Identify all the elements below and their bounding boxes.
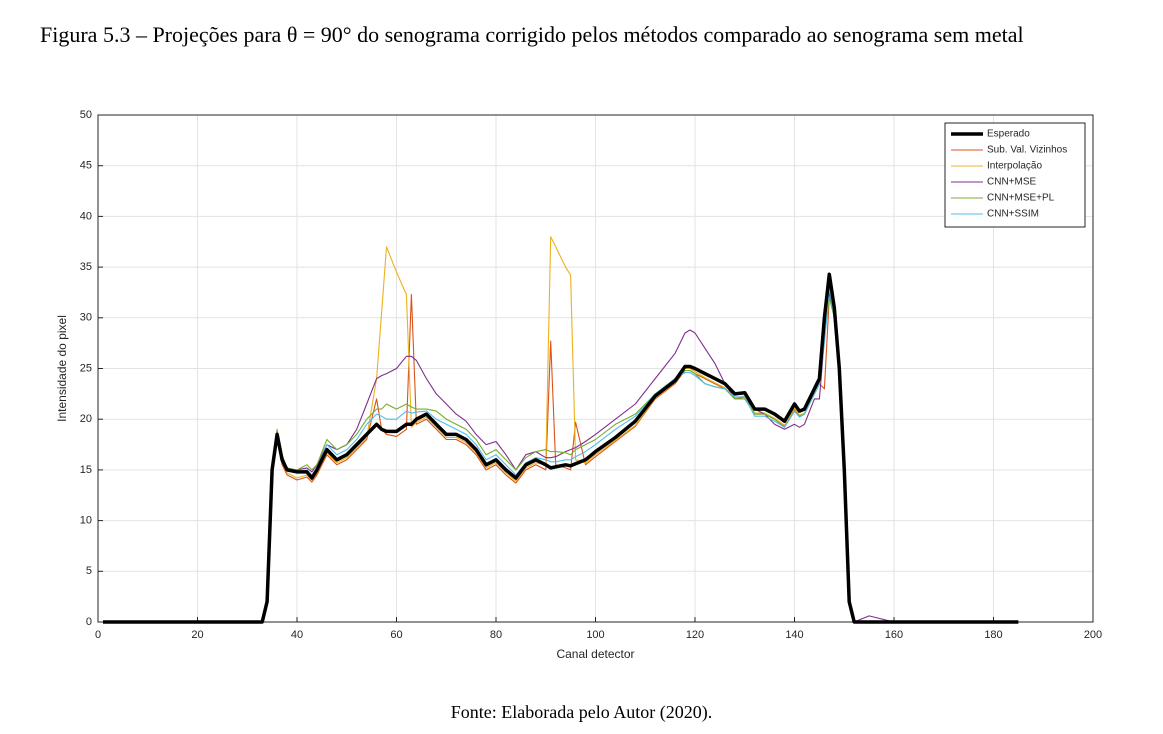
y-tick-label: 25 bbox=[80, 362, 92, 374]
x-tick-label: 80 bbox=[490, 629, 502, 641]
x-tick-label: 100 bbox=[586, 629, 604, 641]
legend-label: Esperado bbox=[987, 129, 1030, 140]
y-tick-label: 45 bbox=[80, 160, 92, 172]
x-tick-label: 120 bbox=[686, 629, 704, 641]
x-axis-label: Canal detector bbox=[556, 647, 634, 661]
x-tick-label: 160 bbox=[885, 629, 903, 641]
x-tick-label: 40 bbox=[291, 629, 303, 641]
y-tick-label: 10 bbox=[80, 515, 92, 527]
legend-label: CNN+MSE+PL bbox=[987, 193, 1055, 204]
x-tick-label: 0 bbox=[95, 629, 101, 641]
chart: 0 5 10 15 20 25 30 35 40 45 50 0 20 40 60 80 100 120 140 16… bbox=[55, 109, 1102, 661]
x-tick-label: 200 bbox=[1084, 629, 1102, 641]
y-tick-label: 50 bbox=[80, 109, 92, 121]
figure-source: Fonte: Elaborada pelo Autor (2020). bbox=[450, 702, 713, 722]
x-tick-label: 140 bbox=[785, 629, 803, 641]
x-tick-label: 20 bbox=[191, 629, 203, 641]
y-tick-label: 0 bbox=[86, 616, 92, 628]
y-tick-label: 20 bbox=[80, 413, 92, 425]
series-line bbox=[103, 272, 1019, 624]
legend-label: CNN+SSIM bbox=[987, 209, 1039, 220]
y-tick-label: 5 bbox=[86, 565, 92, 577]
y-tick-label: 35 bbox=[80, 261, 92, 273]
legend-label: CNN+MSE bbox=[987, 177, 1037, 188]
x-tick-label: 180 bbox=[984, 629, 1002, 641]
y-tick-label: 30 bbox=[80, 312, 92, 324]
y-axis-label: Intensidade do pixel bbox=[55, 315, 69, 422]
y-tick-label: 40 bbox=[80, 210, 92, 222]
legend-box bbox=[944, 122, 1086, 228]
legend-label: Sub. Val. Vizinhos bbox=[987, 145, 1067, 156]
y-tick-label: 15 bbox=[80, 464, 92, 476]
series-line bbox=[103, 291, 1019, 623]
figure-caption: Figura 5.3 – Projeções para θ = 90° do s… bbox=[40, 22, 1024, 47]
plot-frame bbox=[97, 114, 1094, 623]
legend-label: Interpolação bbox=[987, 161, 1042, 172]
x-tick-label: 60 bbox=[390, 629, 402, 641]
